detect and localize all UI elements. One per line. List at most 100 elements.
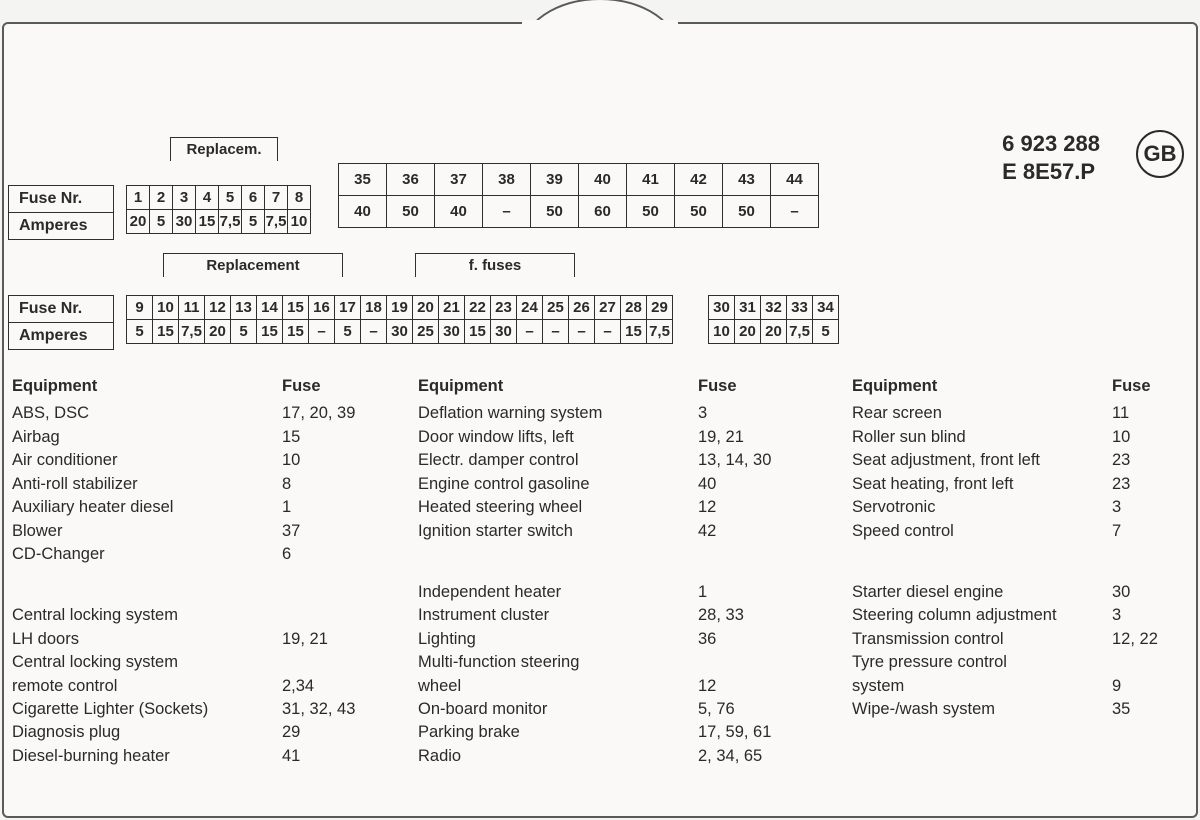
table-cell: 15 — [283, 296, 309, 320]
table-cell: – — [483, 196, 531, 228]
list-item: 6 — [282, 543, 392, 566]
list-item: 23 — [1112, 473, 1182, 496]
table-cell: 7,5 — [219, 210, 242, 234]
part-codes: 6 923 288 E 8E57.P — [1002, 130, 1100, 185]
equip-col1a-items: ABS, DSCAirbagAir conditionerAnti-roll s… — [12, 402, 282, 566]
list-item: 1 — [282, 496, 392, 519]
table-cell: 30 — [387, 320, 413, 344]
hdr-fuse-1: Fuse — [282, 375, 392, 398]
list-item: 19, 21 — [282, 628, 392, 651]
list-item: 3 — [1112, 604, 1182, 627]
list-item: Electr. damper control — [418, 449, 698, 472]
table-cell: 60 — [579, 196, 627, 228]
mid-rowlabel-table: Fuse Nr. Amperes — [8, 295, 114, 350]
list-item: Ignition starter switch — [418, 520, 698, 543]
table-cell: 1 — [127, 186, 150, 210]
table-cell: 31 — [735, 296, 761, 320]
table-cell: 40 — [339, 196, 387, 228]
table-cell: 15 — [283, 320, 309, 344]
label-f-fuses: f. fuses — [415, 253, 575, 277]
table-cell: 19 — [387, 296, 413, 320]
table-cell: 15 — [465, 320, 491, 344]
table-cell: 20 — [413, 296, 439, 320]
list-item: Servotronic — [852, 496, 1112, 519]
list-item — [282, 651, 392, 674]
list-item: 30 — [1112, 581, 1182, 604]
label-fuse-nr-2: Fuse Nr. — [9, 296, 114, 323]
table-cell: 26 — [569, 296, 595, 320]
table-cell: – — [569, 320, 595, 344]
mid-main-table: 9101112131415161718192021222324252627282… — [126, 295, 673, 344]
list-item: 8 — [282, 473, 392, 496]
table-cell: 30 — [439, 320, 465, 344]
list-item: Seat adjustment, front left — [852, 449, 1112, 472]
table-cell: 20 — [127, 210, 150, 234]
table-cell: 7 — [265, 186, 288, 210]
list-item: Diagnosis plug — [12, 721, 282, 744]
part-code: E 8E57.P — [1002, 158, 1100, 186]
table-cell: 15 — [153, 320, 179, 344]
list-item: 12 — [698, 675, 828, 698]
list-item: Air conditioner — [12, 449, 282, 472]
table-cell: 13 — [231, 296, 257, 320]
table-cell: 5 — [242, 210, 265, 234]
table-cell: 5 — [219, 186, 242, 210]
table-cell: 42 — [675, 164, 723, 196]
top-small-table: 12345678 20530157,557,510 — [126, 185, 311, 234]
table-cell: 40 — [579, 164, 627, 196]
label-amperes: Amperes — [9, 213, 114, 240]
list-item: 11 — [1112, 402, 1182, 425]
list-item: Radio — [418, 745, 698, 768]
table-cell: 29 — [647, 296, 673, 320]
list-item: 15 — [282, 426, 392, 449]
table-cell: 12 — [205, 296, 231, 320]
table-cell: 15 — [196, 210, 219, 234]
table-cell: 50 — [387, 196, 435, 228]
table-cell: 27 — [595, 296, 621, 320]
list-item — [282, 604, 392, 627]
table-cell: 20 — [761, 320, 787, 344]
list-item: 41 — [282, 745, 392, 768]
table-cell: 50 — [675, 196, 723, 228]
table-cell: 7,5 — [647, 320, 673, 344]
list-item: Deflation warning system — [418, 402, 698, 425]
tab-mask — [522, 20, 678, 28]
list-item: 37 — [282, 520, 392, 543]
list-item: Steering column adjustment — [852, 604, 1112, 627]
table-cell: 37 — [435, 164, 483, 196]
list-item: 13, 14, 30 — [698, 449, 828, 472]
table-cell: 2 — [150, 186, 173, 210]
table-cell: 5 — [335, 320, 361, 344]
list-item: Transmission control — [852, 628, 1112, 651]
table-cell: 17 — [335, 296, 361, 320]
table-cell: 10 — [288, 210, 311, 234]
table-cell: 30 — [491, 320, 517, 344]
table-cell: 9 — [127, 296, 153, 320]
table-cell: 44 — [771, 164, 819, 196]
hdr-equipment-1: Equipment — [12, 375, 282, 398]
list-item: 36 — [698, 628, 828, 651]
table-cell: 10 — [153, 296, 179, 320]
equip-col2a-items: Deflation warning systemDoor window lift… — [418, 402, 698, 543]
label-amperes-2: Amperes — [9, 323, 114, 350]
table-cell: 20 — [205, 320, 231, 344]
list-item: 17, 20, 39 — [282, 402, 392, 425]
list-item: 31, 32, 43 — [282, 698, 392, 721]
table-cell: 22 — [465, 296, 491, 320]
list-item: Airbag — [12, 426, 282, 449]
table-cell: – — [595, 320, 621, 344]
list-item: Door window lifts, left — [418, 426, 698, 449]
table-cell: 50 — [531, 196, 579, 228]
table-cell: 35 — [339, 164, 387, 196]
hdr-fuse-3: Fuse — [1112, 375, 1182, 398]
table-cell: 21 — [439, 296, 465, 320]
table-cell: 43 — [723, 164, 771, 196]
list-item: 12 — [698, 496, 828, 519]
table-cell: – — [309, 320, 335, 344]
list-item: Independent heater — [418, 581, 698, 604]
table-cell: 40 — [435, 196, 483, 228]
table-cell: 32 — [761, 296, 787, 320]
list-item: remote control — [12, 675, 282, 698]
list-item: 3 — [1112, 496, 1182, 519]
table-cell: 7,5 — [265, 210, 288, 234]
